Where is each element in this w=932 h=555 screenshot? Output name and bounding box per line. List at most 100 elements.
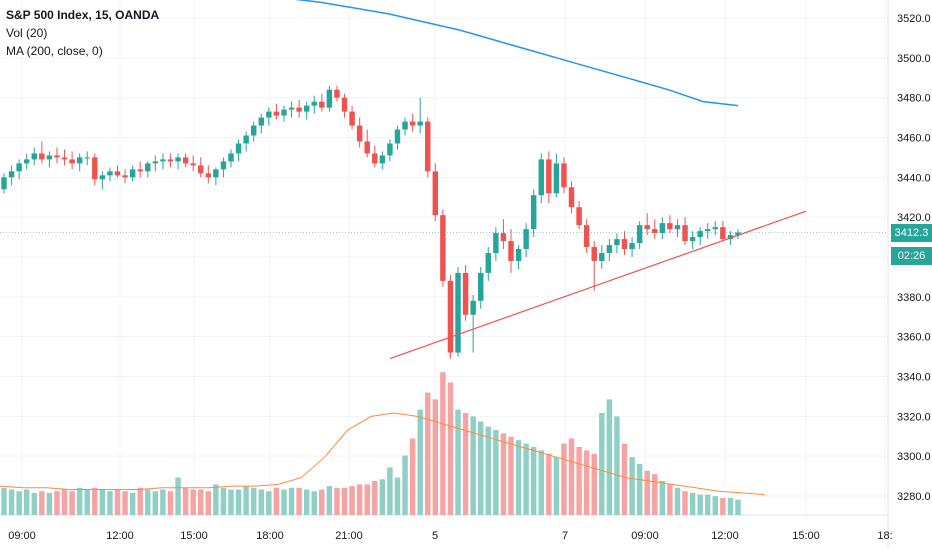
volume-bar <box>129 492 136 515</box>
volume-bar <box>16 491 22 515</box>
candle-body <box>394 129 401 144</box>
volume-bar <box>425 392 431 515</box>
candle-body <box>682 225 688 242</box>
candle-body <box>46 155 53 160</box>
volume-bar <box>54 491 60 515</box>
candle-body <box>129 169 136 178</box>
candle-body <box>599 253 605 261</box>
candle-body <box>447 280 454 353</box>
volume-bar <box>508 436 514 515</box>
candle-body <box>160 159 166 162</box>
candle-body <box>16 163 22 172</box>
volume-bar <box>288 487 295 515</box>
volume-bar <box>92 487 98 515</box>
candle-body <box>697 231 703 238</box>
volume-bar <box>485 426 492 515</box>
candle-body <box>629 243 635 250</box>
volume-bar <box>667 484 673 515</box>
volume-bar <box>39 491 45 515</box>
volume-bar <box>228 489 234 515</box>
candle-body <box>243 135 249 144</box>
candle-body <box>538 159 544 196</box>
candle-body <box>266 111 272 118</box>
candle-body <box>84 157 90 159</box>
candle-body <box>500 233 507 242</box>
candle-body <box>591 247 597 261</box>
volume-bar <box>538 450 544 515</box>
candle-body <box>341 97 348 112</box>
candle-body <box>205 173 212 178</box>
candle-body <box>114 171 121 176</box>
volume-bar <box>99 489 106 515</box>
volume-bar <box>621 443 628 515</box>
volume-bar <box>530 447 537 515</box>
volume-bar <box>561 443 567 515</box>
volume-bar <box>591 453 597 515</box>
candle-body <box>213 169 219 178</box>
volume-bar <box>160 489 166 515</box>
candle-body <box>250 125 257 136</box>
volume-bar <box>23 489 30 515</box>
volume-bar <box>735 499 741 515</box>
y-tick-label: 3500.0 <box>897 53 931 65</box>
volume-bar <box>175 477 181 515</box>
volume-bar <box>205 491 212 515</box>
volume-bar <box>462 413 469 515</box>
volume-bar <box>61 489 68 515</box>
candle-body <box>326 89 333 108</box>
volume-bar <box>432 399 439 515</box>
candle-body <box>727 235 734 240</box>
volume-bar <box>319 489 325 515</box>
candle-body <box>462 272 469 315</box>
y-tick-label: 3460.0 <box>897 133 931 145</box>
candle-body <box>720 227 726 240</box>
volume-bar <box>250 487 257 515</box>
candle-body <box>39 153 45 160</box>
candle-body <box>175 157 181 162</box>
candle-body <box>319 101 325 108</box>
volume-bar <box>523 443 529 515</box>
volume-bar <box>455 409 461 515</box>
volume-bar <box>76 487 83 515</box>
candle-body <box>508 241 514 261</box>
candle-body <box>145 163 151 172</box>
x-tick-label: 12:00 <box>711 530 739 542</box>
x-tick-label: 15:00 <box>792 530 820 542</box>
volume-bar <box>220 487 227 515</box>
candle-body <box>583 225 590 248</box>
candle-body <box>258 117 265 126</box>
candle-body <box>372 153 378 164</box>
y-tick-label: 3520.0 <box>897 13 931 25</box>
candle-body <box>735 232 741 236</box>
candle-body <box>523 229 529 250</box>
candle-body <box>614 239 620 246</box>
x-tick-label: 12:00 <box>106 530 134 542</box>
volume-bar <box>84 489 90 515</box>
candle-body <box>387 143 393 156</box>
candle-body <box>485 253 492 273</box>
x-tick-label: 5 <box>432 530 438 542</box>
y-tick-label: 3380.0 <box>897 292 931 304</box>
volume-bar <box>303 489 310 515</box>
candle-body <box>440 215 446 281</box>
candle-body <box>689 237 696 242</box>
candle-body <box>228 153 234 162</box>
volume-bar <box>152 491 159 515</box>
candle-body <box>455 272 461 353</box>
candle-body <box>1 177 7 190</box>
volume-bar <box>689 492 696 515</box>
y-tick-label: 3320.0 <box>897 411 931 423</box>
candle-body <box>198 165 204 174</box>
legend-title: S&P 500 Index, 15, OANDA <box>6 8 160 22</box>
candle-body <box>712 227 719 230</box>
volume-bar <box>198 489 204 515</box>
candle-body <box>425 121 431 172</box>
x-tick-label: 21:00 <box>335 530 363 542</box>
volume-bar <box>402 455 408 515</box>
volume-bar <box>636 464 643 515</box>
candle-body <box>61 157 68 160</box>
candle-body <box>417 121 423 126</box>
volume-bar <box>334 487 340 515</box>
